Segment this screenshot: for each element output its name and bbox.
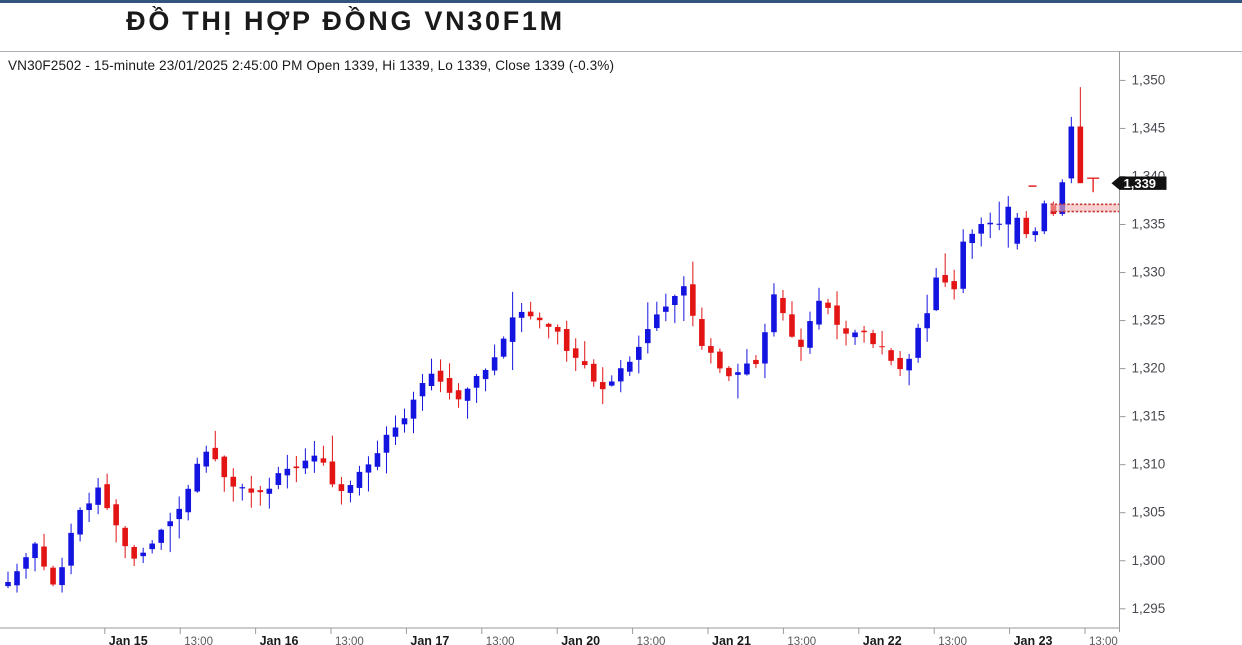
- svg-text:1,330: 1,330: [1132, 265, 1166, 280]
- svg-text:1,335: 1,335: [1132, 217, 1166, 232]
- svg-text:13:00: 13:00: [335, 636, 364, 645]
- svg-text:13:00: 13:00: [184, 636, 213, 645]
- svg-text:1,350: 1,350: [1132, 72, 1166, 87]
- svg-text:1,339: 1,339: [1124, 176, 1157, 191]
- svg-text:1,295: 1,295: [1132, 601, 1166, 616]
- svg-text:13:00: 13:00: [1089, 636, 1118, 645]
- svg-text:Jan 22: Jan 22: [863, 634, 902, 645]
- svg-text:1,300: 1,300: [1132, 553, 1166, 568]
- svg-text:Jan 21: Jan 21: [712, 634, 751, 645]
- svg-text:Jan 20: Jan 20: [561, 634, 600, 645]
- svg-text:Jan 15: Jan 15: [109, 634, 148, 645]
- svg-text:1,315: 1,315: [1132, 409, 1166, 424]
- svg-text:Jan 16: Jan 16: [260, 634, 299, 645]
- svg-text:Jan 23: Jan 23: [1014, 634, 1053, 645]
- svg-text:1,325: 1,325: [1132, 313, 1166, 328]
- svg-text:13:00: 13:00: [787, 636, 816, 645]
- svg-text:Jan 17: Jan 17: [410, 634, 449, 645]
- svg-text:1,305: 1,305: [1132, 505, 1166, 520]
- svg-text:13:00: 13:00: [637, 636, 666, 645]
- svg-text:1,320: 1,320: [1132, 361, 1166, 376]
- svg-text:13:00: 13:00: [938, 636, 967, 645]
- svg-text:1,345: 1,345: [1132, 120, 1166, 135]
- svg-text:1,310: 1,310: [1132, 457, 1166, 472]
- svg-text:13:00: 13:00: [486, 636, 515, 645]
